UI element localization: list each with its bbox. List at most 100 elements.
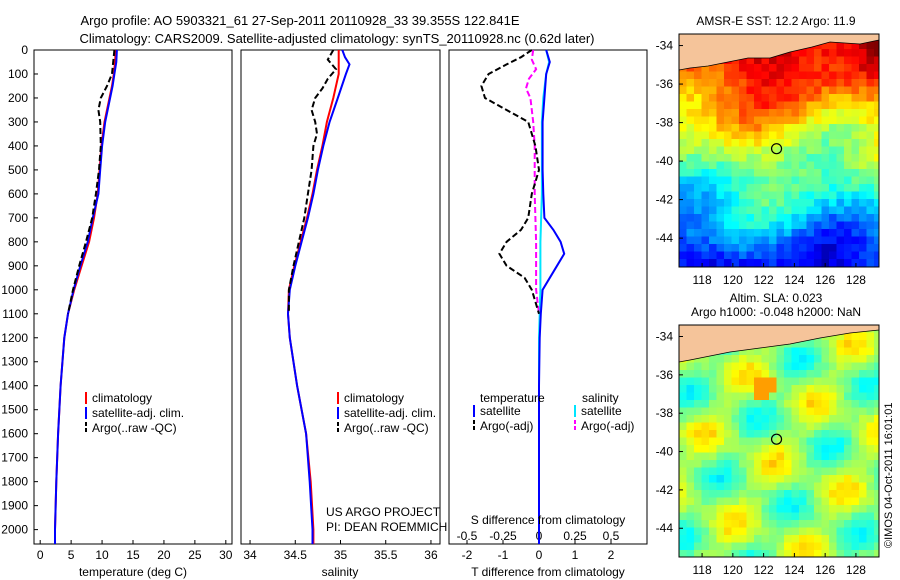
- sla-cell: [836, 467, 845, 476]
- sst-cell: [724, 251, 733, 260]
- sst-cell: [769, 161, 778, 170]
- sla-cell: [701, 512, 710, 521]
- sst-cell: [769, 199, 778, 208]
- sla-cell: [776, 482, 785, 491]
- sst-lon-tick-label: 120: [723, 273, 743, 287]
- legend-argo-label: Argo(..raw -QC): [92, 421, 177, 435]
- sla-cell: [836, 400, 845, 409]
- sst-cell: [814, 244, 823, 253]
- sst-cell: [746, 109, 755, 118]
- sla-cell: [874, 550, 879, 557]
- sst-cell: [746, 184, 755, 193]
- sla-cell: [686, 445, 695, 454]
- sla-cell: [814, 355, 823, 364]
- sla-cell: [716, 512, 725, 521]
- sla-cell: [679, 407, 688, 416]
- sla-cell: [694, 370, 703, 379]
- sla-cell: [791, 377, 800, 386]
- sla-cell: [791, 542, 800, 551]
- sst-cell: [791, 169, 800, 178]
- sst-cell: [694, 131, 703, 140]
- sst-cell: [776, 244, 785, 253]
- sst-cell: [821, 139, 830, 148]
- sst-cell: [859, 56, 868, 65]
- sla-cell: [791, 452, 800, 461]
- sst-cell: [844, 131, 853, 140]
- sla-cell: [739, 512, 748, 521]
- sst-cell: [679, 259, 688, 267]
- sla-cell: [679, 445, 688, 454]
- salinity-line-1: [286, 49, 351, 544]
- depth-tick-label: 500: [8, 163, 28, 177]
- sla-cell: [746, 460, 755, 469]
- sla-lat-tick-label: -42: [656, 483, 674, 497]
- sla-cell: [746, 362, 755, 371]
- sla-cell: [821, 460, 830, 469]
- sla-longitude-tick-labels: 118 120 122 124 126 128: [693, 553, 866, 577]
- sst-cell: [791, 184, 800, 193]
- sst-cell: [821, 146, 830, 155]
- sst-cell: [836, 139, 845, 148]
- sla-cell: [709, 467, 718, 476]
- sst-cell: [701, 251, 710, 260]
- sst-cell: [709, 109, 718, 118]
- depth-tick-label: 2000: [1, 523, 28, 537]
- sla-cell: [829, 392, 838, 401]
- sst-cell: [709, 101, 718, 110]
- sst-cell: [716, 244, 725, 253]
- sst-cell: [784, 139, 793, 148]
- sst-cell: [829, 169, 838, 178]
- sla-cell: [859, 370, 868, 379]
- sla-cell: [851, 407, 860, 416]
- sst-cell: [739, 116, 748, 125]
- sst-cell: [769, 259, 778, 267]
- sst-cell: [769, 146, 778, 155]
- sst-cell: [866, 94, 875, 103]
- sla-cell: [874, 520, 879, 529]
- sst-cell: [694, 94, 703, 103]
- sst-lat-tick-label: -40: [656, 154, 674, 168]
- sla-cell: [851, 385, 860, 394]
- sst-cell: [814, 199, 823, 208]
- sla-cell: [851, 370, 860, 379]
- sst-cell: [844, 244, 853, 253]
- sst-cell: [754, 86, 763, 95]
- s-difference-tick-label: -0.25: [489, 529, 517, 543]
- sla-cell: [791, 422, 800, 431]
- sla-cell: [776, 362, 785, 371]
- sla-cell: [739, 407, 748, 416]
- sst-cell: [694, 109, 703, 118]
- sst-cell: [784, 176, 793, 185]
- sla-cell: [679, 497, 688, 506]
- sst-cell: [844, 41, 853, 50]
- sst-cell: [784, 191, 793, 200]
- sst-cell: [851, 184, 860, 193]
- sla-cell: [716, 437, 725, 446]
- sst-cell: [814, 64, 823, 73]
- sst-cell: [716, 169, 725, 178]
- sla-cell: [731, 445, 740, 454]
- sla-cell: [694, 362, 703, 371]
- sst-cell: [731, 131, 740, 140]
- sla-cell: [844, 520, 853, 529]
- sst-cell: [806, 56, 815, 65]
- sst-cell: [866, 49, 875, 58]
- sst-cell: [761, 191, 770, 200]
- sla-cell: [836, 550, 845, 557]
- sst-cell: [739, 86, 748, 95]
- sst-cell: [821, 184, 830, 193]
- sst-cell: [769, 56, 778, 65]
- sla-cell: [701, 445, 710, 454]
- sst-cell: [709, 191, 718, 200]
- sst-cell: [836, 109, 845, 118]
- sst-cell: [761, 184, 770, 193]
- sla-cell: [701, 527, 710, 536]
- sla-cell: [799, 362, 808, 371]
- sst-cell: [761, 161, 770, 170]
- sla-cell: [769, 542, 778, 551]
- sst-cell: [679, 109, 688, 118]
- sla-cell: [799, 520, 808, 529]
- sst-cell: [701, 124, 710, 133]
- sst-cell: [851, 221, 860, 230]
- sla-cell: [701, 362, 710, 371]
